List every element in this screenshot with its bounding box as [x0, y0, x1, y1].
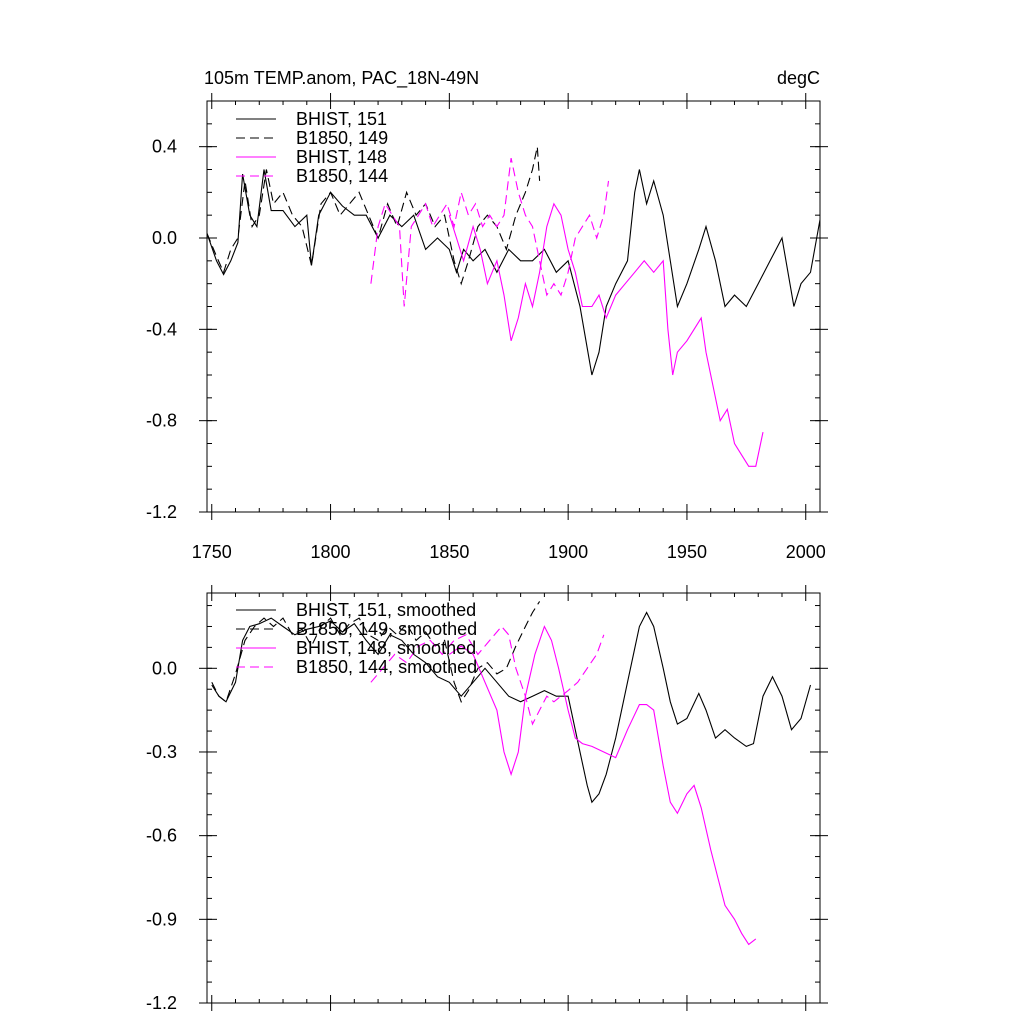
y-tick-label: 0.0 [152, 228, 177, 248]
legend-label: BHIST, 151, smoothed [296, 600, 476, 620]
legend-label: BHIST, 148, smoothed [296, 638, 476, 658]
y-tick-label: 0.4 [152, 137, 177, 157]
series-line-3 [448, 202, 764, 467]
y-tick-label: -0.9 [146, 909, 177, 929]
legend-label: BHIST, 148 [296, 147, 387, 167]
series-line-1 [211, 611, 812, 804]
legend-label: B1850, 149, smoothed [296, 619, 477, 639]
series-line-1 [206, 169, 821, 376]
x-tick-label: 2000 [786, 542, 826, 562]
series-line-2 [211, 601, 541, 704]
units-label: degC [777, 68, 820, 88]
legend-label: B1850, 149 [296, 128, 388, 148]
top-axis-ticks: 1750 1800 1850 1900 1950 2000 0.4 0.0 -0.4 -0.8 -1… [146, 93, 828, 562]
x-tick-label: 1750 [192, 542, 232, 562]
y-tick-label: 0.0 [152, 658, 177, 678]
legend-label: B1850, 144 [296, 166, 388, 186]
series-line-2 [206, 146, 541, 286]
bottom-axis-ticks: 0.0 -0.3 -0.6 -0.9 -1.2 [146, 585, 828, 1013]
bottom-series-lines [211, 601, 812, 946]
y-tick-label: -1.2 [146, 993, 177, 1013]
y-tick-label: -0.4 [146, 319, 177, 339]
top-panel: 1750 1800 1850 1900 1950 2000 0.4 0.0 -0.4 -0.8 -1… [146, 93, 828, 562]
y-tick-label: -0.6 [146, 826, 177, 846]
x-tick-label: 1900 [548, 542, 588, 562]
series-line-4 [370, 157, 610, 307]
legend-label: B1850, 144, smoothed [296, 657, 477, 677]
y-tick-label: -1.2 [146, 502, 177, 522]
legend-label: BHIST, 151 [296, 109, 387, 129]
series-line-3 [448, 625, 757, 946]
x-tick-label: 1850 [429, 542, 469, 562]
y-tick-label: -0.8 [146, 411, 177, 431]
bottom-panel: 0.0 -0.3 -0.6 -0.9 -1.2 BHIST, 151, smoothed… [146, 585, 828, 1013]
x-tick-label: 1800 [311, 542, 351, 562]
x-tick-label: 1950 [667, 542, 707, 562]
chart-title: 105m TEMP.anom, PAC_18N-49N [204, 68, 479, 89]
bottom-plot-frame [206, 592, 821, 1004]
series-line-4 [370, 625, 605, 726]
y-tick-label: -0.3 [146, 742, 177, 762]
top-series-lines [206, 146, 821, 467]
